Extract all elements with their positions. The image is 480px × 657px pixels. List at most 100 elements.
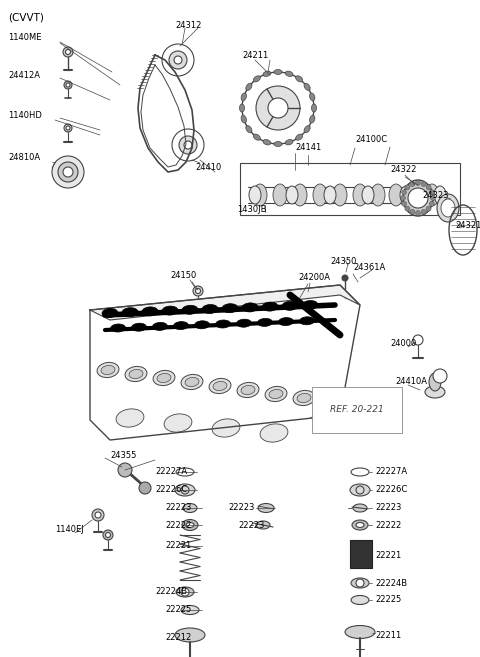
Text: 24150: 24150 (170, 271, 196, 281)
Ellipse shape (213, 382, 227, 390)
Ellipse shape (429, 373, 441, 391)
Ellipse shape (253, 184, 267, 206)
Text: 1140HD: 1140HD (8, 110, 42, 120)
Ellipse shape (278, 317, 293, 326)
Ellipse shape (263, 139, 271, 145)
Circle shape (405, 206, 410, 211)
Text: 22211: 22211 (375, 631, 401, 639)
Ellipse shape (312, 104, 316, 112)
Ellipse shape (273, 184, 287, 206)
Ellipse shape (425, 386, 445, 398)
Text: 22226C: 22226C (155, 486, 187, 495)
Ellipse shape (262, 302, 278, 311)
Circle shape (65, 49, 71, 55)
Ellipse shape (202, 304, 218, 313)
Circle shape (169, 51, 187, 69)
Text: 24200A: 24200A (298, 273, 330, 283)
Text: 22225: 22225 (375, 595, 401, 604)
Circle shape (66, 126, 70, 130)
Ellipse shape (293, 390, 315, 405)
Ellipse shape (182, 520, 198, 530)
Text: 22226C: 22226C (375, 486, 407, 495)
Ellipse shape (256, 521, 270, 529)
Circle shape (174, 56, 182, 64)
Ellipse shape (242, 303, 258, 312)
Ellipse shape (333, 184, 347, 206)
Ellipse shape (285, 139, 293, 145)
Bar (350, 540, 372, 568)
Text: REF. 20-221: REF. 20-221 (330, 405, 384, 415)
Ellipse shape (310, 115, 315, 123)
Text: 24410: 24410 (195, 164, 221, 173)
Circle shape (431, 196, 435, 200)
Ellipse shape (246, 125, 252, 133)
Ellipse shape (285, 71, 293, 76)
Ellipse shape (353, 504, 367, 512)
Circle shape (63, 47, 73, 57)
Ellipse shape (274, 141, 282, 147)
Ellipse shape (269, 390, 283, 399)
Text: 24410A: 24410A (395, 378, 427, 386)
Text: 24361A: 24361A (353, 263, 385, 273)
Circle shape (66, 83, 70, 87)
Text: 22221: 22221 (375, 551, 401, 560)
Polygon shape (90, 285, 360, 320)
Circle shape (410, 181, 415, 187)
Text: 22227A: 22227A (375, 468, 407, 476)
Ellipse shape (209, 378, 231, 394)
Ellipse shape (237, 319, 252, 327)
Text: 24322: 24322 (390, 166, 416, 175)
Circle shape (52, 156, 84, 188)
Text: 22223: 22223 (165, 503, 192, 512)
Ellipse shape (304, 83, 310, 91)
Text: 24355: 24355 (110, 451, 136, 459)
Circle shape (400, 196, 406, 200)
Ellipse shape (353, 184, 367, 206)
Circle shape (118, 463, 132, 477)
Polygon shape (90, 285, 360, 440)
Text: 22223: 22223 (375, 503, 401, 512)
Ellipse shape (181, 606, 199, 614)
Ellipse shape (265, 386, 287, 401)
Circle shape (63, 167, 73, 177)
Circle shape (356, 579, 364, 587)
Ellipse shape (300, 317, 314, 325)
Circle shape (402, 201, 407, 206)
Circle shape (195, 288, 201, 294)
Ellipse shape (246, 83, 252, 91)
Ellipse shape (142, 307, 158, 316)
Circle shape (139, 482, 151, 494)
Text: 24312: 24312 (175, 20, 202, 30)
Ellipse shape (371, 184, 385, 206)
Text: 24350: 24350 (330, 258, 356, 267)
Ellipse shape (125, 367, 147, 382)
Ellipse shape (296, 134, 303, 140)
Ellipse shape (400, 186, 412, 204)
Ellipse shape (263, 71, 271, 76)
Ellipse shape (260, 424, 288, 442)
Text: 24412A: 24412A (8, 70, 40, 79)
Ellipse shape (186, 522, 194, 528)
Circle shape (64, 124, 72, 132)
Ellipse shape (181, 374, 203, 390)
Text: 24323: 24323 (422, 191, 448, 200)
Circle shape (181, 486, 189, 494)
Circle shape (413, 335, 423, 345)
Circle shape (268, 98, 288, 118)
Ellipse shape (304, 125, 310, 133)
Ellipse shape (302, 300, 318, 309)
Circle shape (184, 141, 192, 149)
Circle shape (162, 44, 194, 76)
Ellipse shape (173, 321, 189, 330)
Ellipse shape (175, 628, 205, 642)
Ellipse shape (212, 419, 240, 437)
Text: 22221: 22221 (165, 541, 191, 551)
Circle shape (421, 210, 426, 214)
Text: 22223: 22223 (228, 503, 254, 512)
Ellipse shape (351, 468, 369, 476)
Ellipse shape (257, 319, 273, 327)
Ellipse shape (241, 386, 255, 395)
Ellipse shape (425, 184, 439, 206)
Ellipse shape (345, 625, 375, 639)
Ellipse shape (274, 70, 282, 74)
